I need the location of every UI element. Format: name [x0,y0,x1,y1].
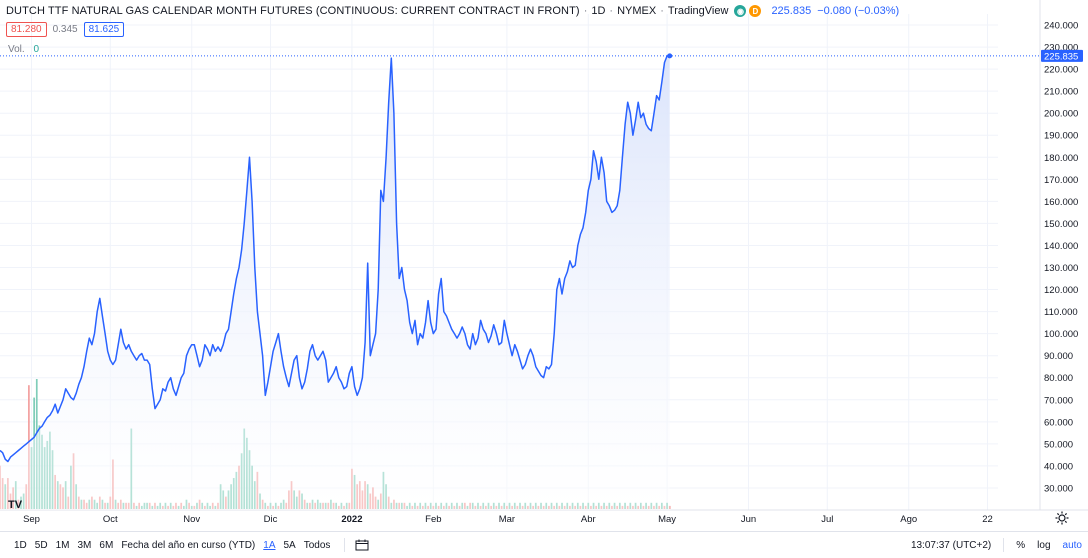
chart-area[interactable]: 30.000 40.000 50.000 60.000 70.000 80.000 90.0… [0,0,1088,530]
x-tick-label: Jul [821,514,833,525]
y-tick-label: 90.000 [1044,351,1073,362]
y-tick-label: 30.000 [1044,483,1073,494]
toolbar-right: 13:07:37 (UTC+2) % log auto [911,532,1082,558]
toolbar-divider [344,538,346,552]
y-tick-label: 220.000 [1044,65,1078,76]
header-separator: · [609,5,614,17]
x-tick-label: May [658,514,676,525]
y-tick-label: 70.000 [1044,395,1073,406]
symbol-header: DUTCH TTF NATURAL GAS CALENDAR MONTH FUT… [6,3,899,19]
auto-scale-button[interactable]: auto [1062,539,1082,551]
date-range-icon[interactable] [355,539,369,551]
range-selector: 1D 5D 1M 3M 6M Fecha del año en curso (YTD) 1A… [0,540,330,551]
interval-label[interactable]: 1D [591,5,606,17]
price-line [0,55,670,463]
x-tick-label: Ago [900,514,917,525]
y-tick-label: 190.000 [1044,131,1078,142]
y-tick-label: 100.000 [1044,329,1078,340]
y-tick-label: 130.000 [1044,263,1078,274]
source-label: TradingView [667,5,729,17]
x-tick-label: Feb [425,514,441,525]
range-button[interactable]: 1M [55,539,70,551]
y-tick-label: 150.000 [1044,219,1078,230]
x-tick-label: Jun [741,514,756,525]
x-tick-label: Oct [103,514,118,525]
settings-gear-icon[interactable] [1055,511,1069,525]
x-tick-label: Dic [264,514,278,525]
x-tick-label: 22 [982,514,993,525]
range-button[interactable]: Todos [303,539,331,551]
range-button[interactable]: 3M [77,539,92,551]
range-button[interactable]: 5A [283,539,296,551]
sell-price-box[interactable]: 81.280 [6,22,47,37]
y-tick-label: 200.000 [1044,109,1078,120]
volume-legend: Vol. 0 [8,44,39,55]
y-tick-label: 240.000 [1044,21,1078,32]
y-tick-label: 170.000 [1044,175,1078,186]
x-tick-label: Mar [499,514,515,525]
y-tick-label: 180.000 [1044,153,1078,164]
y-tick-label: 50.000 [1044,439,1073,450]
y-tick-label: 210.000 [1044,87,1078,98]
y-tick-label: 230.000 [1044,43,1078,54]
volume-value: 0 [33,44,40,55]
price-chart[interactable]: 30.000 40.000 50.000 60.000 70.000 80.000 90.0… [0,0,1088,530]
price-change: −0.080 (−0.03%) [817,5,900,17]
y-tick-label: 80.000 [1044,373,1073,384]
symbol-title[interactable]: DUTCH TTF NATURAL GAS CALENDAR MONTH FUT… [6,5,580,17]
status-badges: ◉ D [734,5,762,17]
buy-price-box[interactable]: 81.625 [83,22,125,37]
clock-label[interactable]: 13:07:37 (UTC+2) [910,539,992,551]
header-separator: · [660,5,664,17]
y-tick-label: 120.000 [1044,285,1078,296]
y-tick-label: 40.000 [1044,461,1073,472]
range-button[interactable]: 1A [263,539,276,551]
bottom-toolbar: 1D 5D 1M 3M 6M Fecha del año en curso (YTD) 1A… [0,531,1088,558]
last-price-dot [667,53,673,59]
eye-icon[interactable]: ◉ [734,5,747,17]
range-button[interactable]: 5D [34,539,48,551]
x-tick-label: Abr [581,514,596,525]
last-price: 225.835 [771,5,812,17]
bid-ask-row: 81.280 0.345 81.625 [6,22,125,37]
y-tick-label: 140.000 [1044,241,1078,252]
x-tick-label: Nov [183,514,200,525]
toolbar-divider [1003,538,1005,552]
tradingview-logo-icon: TV [8,499,23,511]
range-button[interactable]: 6M [99,539,114,551]
header-separator: · [583,5,588,17]
log-scale-button[interactable]: log [1037,539,1051,551]
exchange-label: NYMEX [617,5,657,17]
volume-bar [668,505,671,509]
price-area [0,55,670,511]
range-button[interactable]: 1D [14,539,27,551]
x-tick-label: Sep [23,514,40,525]
delayed-data-badge[interactable]: D [749,5,762,17]
percent-scale-button[interactable]: % [1016,539,1026,551]
range-button[interactable]: Fecha del año en curso (YTD) [121,539,256,551]
last-price-tag [1041,49,1083,62]
volume-label: Vol. [8,44,25,55]
y-tick-label: 160.000 [1044,197,1078,208]
y-tick-label: 60.000 [1044,417,1073,428]
spread-value: 0.345 [52,24,78,35]
last-price-tag-label: 225.835 [1044,51,1078,62]
x-tick-label: 2022 [341,514,362,525]
y-tick-label: 110.000 [1044,307,1078,318]
